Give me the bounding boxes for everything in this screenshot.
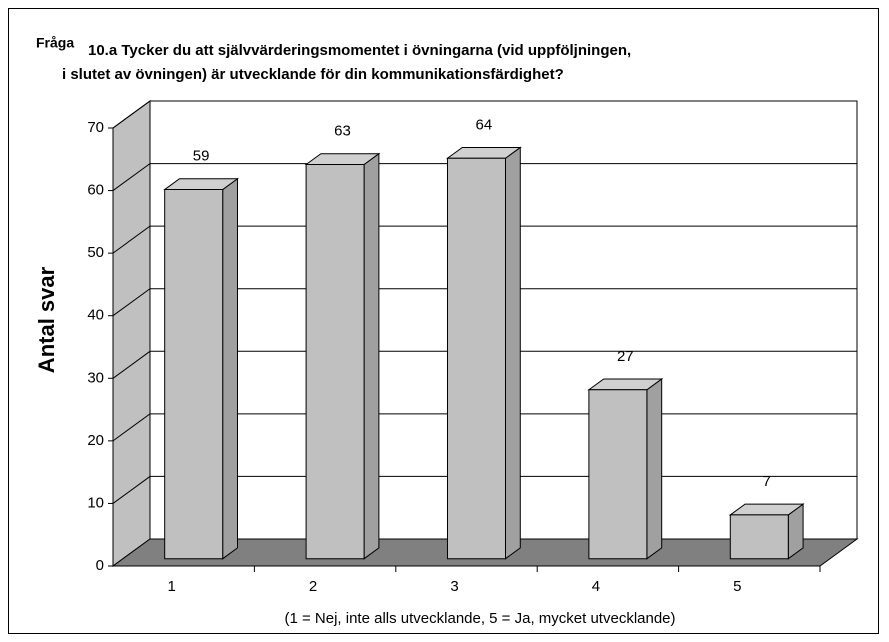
bar — [163, 177, 240, 560]
bar-side — [504, 146, 521, 560]
value-label: 63 — [334, 123, 351, 140]
bar — [728, 503, 805, 560]
value-label: 27 — [617, 348, 634, 365]
x-tick-label: 1 — [168, 578, 176, 595]
x-tick-label: 4 — [592, 578, 600, 595]
y-tick-label: 30 — [87, 369, 104, 386]
bar-front — [305, 164, 365, 560]
chart-title: Fråga — [36, 35, 74, 51]
side-wall — [112, 100, 151, 567]
y-tick-label: 20 — [87, 432, 104, 449]
x-axis-label: (1 = Nej, inte alls utvecklande, 5 = Ja,… — [284, 610, 675, 627]
y-axis-label: Antal svar — [34, 266, 59, 373]
y-tick-label: 60 — [87, 182, 104, 199]
y-tick-label: 10 — [87, 494, 104, 511]
chart-title: i slutet av övningen) är utvecklande för… — [62, 66, 564, 83]
value-label: 7 — [763, 473, 771, 490]
bar — [587, 377, 664, 560]
grid-line — [112, 225, 857, 254]
y-tick-label: 0 — [96, 557, 104, 574]
x-tick-label: 2 — [309, 578, 317, 595]
grid-line — [112, 350, 857, 379]
bar-front — [164, 189, 224, 560]
x-tick-label: 5 — [733, 578, 741, 595]
grid-line — [112, 163, 857, 191]
value-label: 64 — [476, 116, 493, 133]
bar-side — [646, 377, 663, 560]
x-tick-label: 3 — [450, 578, 458, 595]
grid-line — [112, 288, 857, 317]
chart-title: 10.a Tycker du att självvärderingsmoment… — [88, 42, 631, 59]
bar — [304, 152, 381, 560]
bar — [445, 146, 522, 560]
value-label: 59 — [193, 148, 210, 165]
y-tick-label: 40 — [87, 307, 104, 324]
bar-side — [363, 152, 380, 560]
y-tick-label: 70 — [87, 119, 104, 136]
grid-line — [112, 100, 857, 129]
bar-front — [588, 389, 648, 560]
bar-front — [446, 157, 506, 560]
y-tick-label: 50 — [87, 244, 104, 261]
bar-side — [222, 177, 238, 560]
bar-front — [729, 514, 789, 560]
